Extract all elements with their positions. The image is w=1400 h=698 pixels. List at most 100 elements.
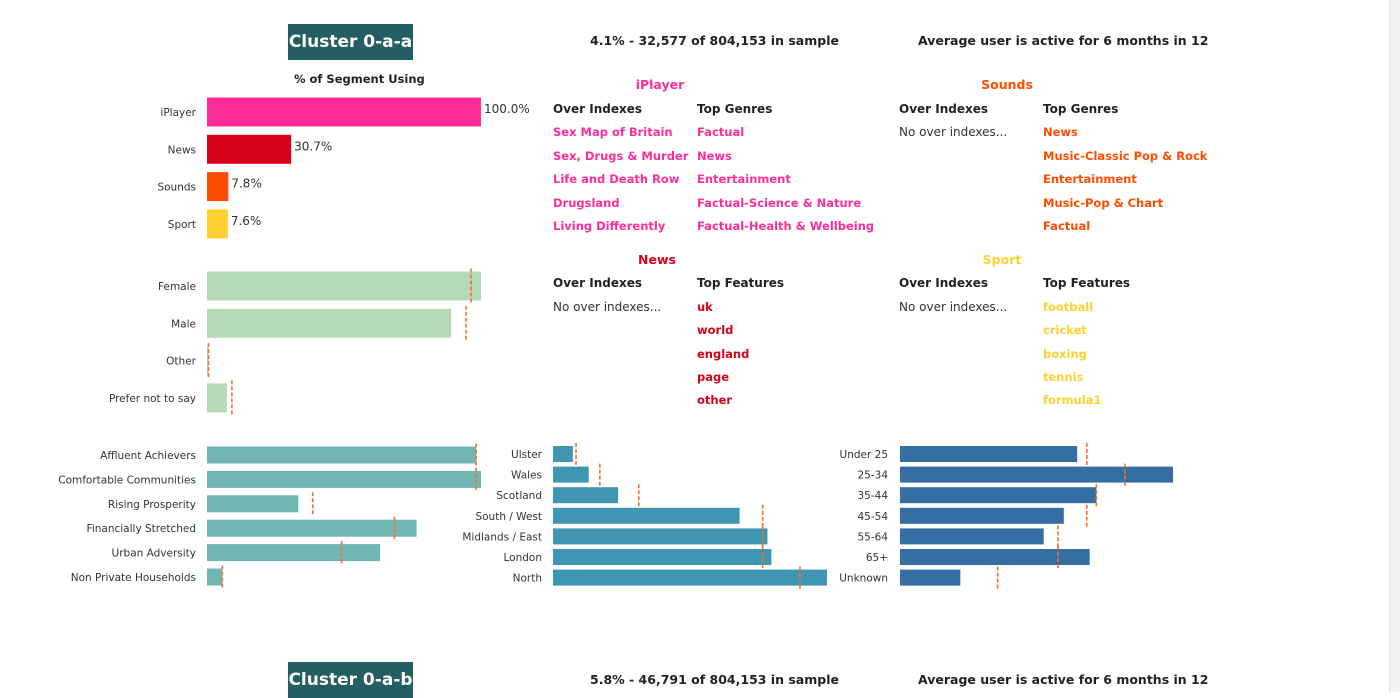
gender-bar (207, 271, 481, 301)
usage-category-label: Sounds (157, 182, 196, 194)
iplayer-over-index-item: Living Differently (553, 219, 666, 233)
usage-category-label: iPlayer (160, 107, 196, 119)
sport-top-feature-item: formula1 (1043, 393, 1102, 407)
news-panel-title: News (638, 252, 676, 267)
sounds-top-genre-item: News (1043, 125, 1078, 139)
region-bar (553, 507, 740, 524)
segment-bar (207, 544, 381, 562)
iplayer-top-genre-item: News (697, 149, 732, 163)
sample-size-text: 4.1% - 32,577 of 804,153 in sample (590, 33, 839, 48)
gender-bar (207, 383, 227, 413)
sounds-top-genre-item: Entertainment (1043, 172, 1137, 186)
news-top-feature-item: other (697, 393, 733, 407)
segment-bar (207, 470, 481, 488)
sounds-panel-title: Sounds (981, 77, 1033, 92)
news-over-indexes-heading: Over Indexes (553, 276, 643, 290)
sounds-top-genres-heading: Top Genres (1043, 102, 1119, 116)
segment-bar (207, 568, 223, 586)
region-bar (553, 446, 573, 462)
sport-top-feature-item: cricket (1043, 323, 1087, 337)
segment-category-label: Affluent Achievers (100, 450, 196, 462)
age-bar (900, 549, 1090, 565)
segment-bar (207, 519, 417, 537)
iplayer-top-genre-item: Factual (697, 125, 745, 139)
age-bar (900, 569, 961, 586)
scrollbar[interactable] (1389, 0, 1400, 692)
age-category-label: Unknown (839, 573, 888, 585)
iplayer-over-index-item: Sex, Drugs & Murder (553, 149, 689, 163)
gender-category-label: Male (171, 318, 196, 330)
segment-category-label: Comfortable Communities (58, 474, 196, 486)
sounds-top-genre-item: Factual (1043, 219, 1091, 233)
sounds-no-over-indexes: No over indexes... (899, 125, 1008, 139)
age-category-label: Under 25 (840, 449, 888, 461)
age-bar (900, 507, 1064, 524)
news-top-feature-item: england (697, 347, 750, 361)
sport-over-indexes-heading: Over Indexes (899, 276, 989, 290)
segment-category-label: Urban Adversity (112, 548, 196, 560)
gender-bar (207, 346, 209, 376)
region-category-label: Wales (511, 470, 542, 482)
region-category-label: North (513, 573, 542, 585)
usage-category-label: Sport (168, 219, 196, 231)
gender-category-label: Other (166, 356, 196, 368)
iplayer-panel-title: iPlayer (635, 77, 685, 92)
gender-category-label: Female (158, 281, 196, 293)
iplayer-top-genre-item: Entertainment (697, 172, 791, 186)
segment-bar (207, 495, 299, 513)
gender-chart: Female Male Other Prefer not to say (109, 268, 481, 416)
region-bar (553, 528, 768, 545)
age-category-label: 25-34 (857, 470, 888, 482)
sounds-top-genre-item: Music-Classic Pop & Rock (1043, 149, 1208, 163)
iplayer-top-genre-item: Factual-Science & Nature (697, 196, 862, 210)
age-bar (900, 487, 1097, 504)
next-cluster-title-badge: Cluster 0-a-b (288, 662, 413, 698)
usage-value-label: 7.8% (231, 177, 262, 191)
age-category-label: 45-54 (857, 511, 888, 523)
usage-bar (207, 134, 292, 164)
news-top-features-heading: Top Features (697, 276, 785, 290)
gender-bar (207, 308, 452, 338)
segment-category-label: Rising Prosperity (108, 499, 196, 511)
sport-no-over-indexes: No over indexes... (899, 300, 1008, 314)
age-bar (900, 446, 1078, 462)
usage-value-label: 7.6% (231, 214, 262, 228)
active-months-text: Average user is active for 6 months in 1… (918, 33, 1209, 48)
sport-panel-title: Sport (982, 252, 1022, 267)
region-bar (553, 569, 827, 586)
usage-bar (207, 172, 229, 202)
cluster-title-badge: Cluster 0-a-a (288, 24, 413, 60)
news-no-over-indexes: No over indexes... (553, 300, 662, 314)
region-category-label: South / West (475, 511, 542, 523)
age-category-label: 55-64 (857, 531, 888, 543)
usage-bar (207, 97, 481, 127)
region-category-label: Scotland (496, 490, 542, 502)
region-chart: Ulster Wales Scotland South / West Midlands … (462, 443, 827, 589)
segment-category-label: Non Private Households (71, 572, 196, 584)
news-top-feature-item: page (697, 370, 730, 384)
gender-category-label: Prefer not to say (109, 393, 196, 405)
iplayer-over-index-item: Life and Death Row (553, 172, 680, 186)
sport-top-feature-item: tennis (1043, 370, 1084, 384)
iplayer-over-index-item: Sex Map of Britain (553, 125, 673, 139)
iplayer-top-genres-heading: Top Genres (697, 102, 773, 116)
usage-category-label: News (168, 144, 196, 156)
sport-top-feature-item: football (1043, 300, 1094, 314)
age-bar (900, 528, 1044, 545)
usage-value-label: 30.7% (294, 139, 332, 153)
segment-bar (207, 446, 477, 464)
segment-chart: Affluent Achievers Comfortable Communitie… (58, 443, 481, 589)
region-bar (553, 549, 772, 565)
region-category-label: London (504, 552, 543, 564)
region-bar (553, 487, 619, 504)
usage-value-label: 100.0% (484, 102, 530, 116)
sport-top-features-heading: Top Features (1043, 276, 1131, 290)
segment-category-label: Financially Stretched (87, 523, 196, 535)
region-category-label: Ulster (511, 449, 543, 461)
news-top-feature-item: world (697, 323, 734, 337)
usage-heading: % of Segment Using (294, 72, 425, 86)
age-category-label: 35-44 (857, 490, 888, 502)
next-active-months-text: Average user is active for 6 months in 1… (918, 672, 1209, 687)
sounds-over-indexes-heading: Over Indexes (899, 102, 989, 116)
iplayer-over-indexes-heading: Over Indexes (553, 102, 643, 116)
